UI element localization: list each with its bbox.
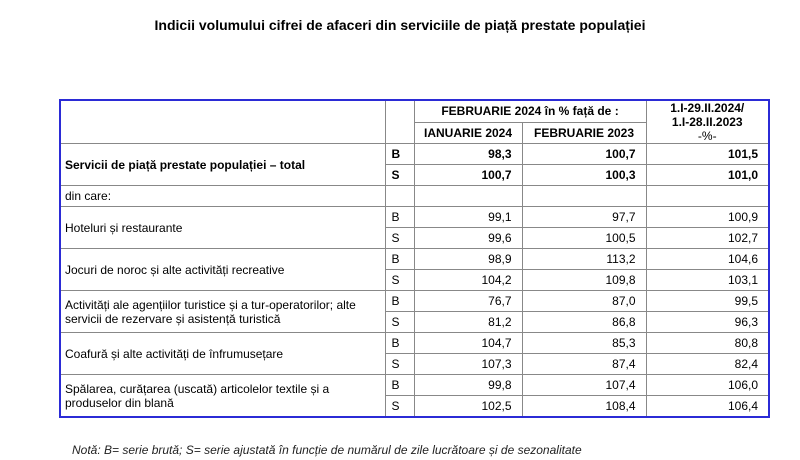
value-februarie: 100,7	[521, 143, 647, 165]
value-februarie: 109,8	[521, 269, 647, 291]
header-cumulative-line3: -%-	[697, 129, 717, 143]
table-row: S 107,3 87,4 82,4	[60, 353, 770, 375]
header-group-label: FEBRUARIE 2024 în % față de :	[413, 99, 647, 123]
series-code: B	[384, 143, 415, 165]
value-cumulative: 82,4	[645, 353, 770, 375]
series-code: S	[384, 311, 415, 333]
header-series-cell	[384, 99, 415, 144]
row-label: Servicii de piață prestate populației – …	[59, 143, 386, 186]
empty-cell	[384, 185, 415, 207]
series-code: B	[384, 206, 415, 228]
value-cumulative: 102,7	[645, 227, 770, 249]
series-code: S	[384, 164, 415, 186]
row-label: Hoteluri și restaurante	[59, 206, 386, 249]
value-cumulative: 80,8	[645, 332, 770, 354]
table-row: din care:	[59, 185, 770, 207]
value-ianuarie: 104,2	[413, 269, 523, 291]
value-cumulative: 104,6	[645, 248, 770, 270]
value-februarie: 87,4	[521, 353, 647, 375]
table-row: S 102,5 108,4 106,4	[60, 395, 770, 418]
value-cumulative: 106,4	[645, 395, 770, 418]
value-ianuarie: 81,2	[413, 311, 523, 333]
footnote: Notă: B= serie brută; S= serie ajustată …	[72, 443, 582, 457]
value-cumulative: 103,1	[645, 269, 770, 291]
value-ianuarie: 100,7	[413, 164, 523, 186]
header-col-februarie: FEBRUARIE 2023	[521, 121, 647, 144]
table-row: Jocuri de noroc și alte activități recre…	[59, 248, 770, 291]
value-ianuarie: 104,7	[413, 332, 523, 354]
value-februarie: 97,7	[521, 206, 647, 228]
table-row: Servicii de piață prestate populației – …	[59, 143, 770, 186]
table-row: Spălarea, curățarea (uscată) articolelor…	[59, 374, 770, 418]
page-title: Indicii volumului cifrei de afaceri din …	[154, 17, 646, 33]
value-cumulative: 101,0	[645, 164, 770, 186]
value-cumulative: 101,5	[645, 143, 770, 165]
value-ianuarie: 98,3	[413, 143, 523, 165]
series-code: S	[384, 269, 415, 291]
value-ianuarie: 99,6	[413, 227, 523, 249]
table-row: Coafură și alte activități de înfrumuseț…	[59, 332, 770, 375]
value-ianuarie: 107,3	[413, 353, 523, 375]
value-ianuarie: 99,1	[413, 206, 523, 228]
series-code: S	[384, 227, 415, 249]
value-cumulative: 99,5	[645, 290, 770, 312]
empty-cell	[645, 185, 770, 207]
series-code: B	[384, 332, 415, 354]
value-cumulative: 106,0	[645, 374, 770, 396]
table-row: Activități ale agențiilor turistice și a…	[59, 290, 770, 333]
header-empty-cell	[59, 99, 386, 144]
value-februarie: 107,4	[521, 374, 647, 396]
value-februarie: 100,5	[521, 227, 647, 249]
table-row: Hoteluri și restaurante B 99,1 97,7 100,9	[59, 206, 770, 249]
row-label: Coafură și alte activități de înfrumuseț…	[59, 332, 386, 375]
header-col-ianuarie: IANUARIE 2024	[413, 121, 523, 144]
value-februarie: 87,0	[521, 290, 647, 312]
series-code: S	[384, 353, 415, 375]
series-code: B	[384, 290, 415, 312]
header-cumulative: 1.I-29.II.2024/ 1.I-28.II.2023 -%-	[645, 99, 770, 144]
value-ianuarie: 98,9	[413, 248, 523, 270]
empty-cell	[521, 185, 647, 207]
value-ianuarie: 99,8	[413, 374, 523, 396]
empty-cell	[413, 185, 523, 207]
value-februarie: 100,3	[521, 164, 647, 186]
value-februarie: 85,3	[521, 332, 647, 354]
value-cumulative: 96,3	[645, 311, 770, 333]
value-februarie: 86,8	[521, 311, 647, 333]
series-code: B	[384, 248, 415, 270]
series-code: S	[384, 395, 415, 418]
series-code: B	[384, 374, 415, 396]
turnover-index-table: FEBRUARIE 2024 în % față de : 1.I-29.II.…	[59, 99, 770, 418]
row-label: Spălarea, curățarea (uscată) articolelor…	[59, 374, 386, 418]
value-februarie: 113,2	[521, 248, 647, 270]
value-ianuarie: 76,7	[413, 290, 523, 312]
header-cumulative-line1: 1.I-29.II.2024/	[670, 101, 745, 115]
value-cumulative: 100,9	[645, 206, 770, 228]
din-care-label: din care:	[59, 185, 386, 207]
value-ianuarie: 102,5	[413, 395, 523, 418]
value-februarie: 108,4	[521, 395, 647, 418]
header-cumulative-line2: 1.I-28.II.2023	[671, 115, 743, 129]
row-label: Activități ale agențiilor turistice și a…	[59, 290, 386, 333]
row-label: Jocuri de noroc și alte activități recre…	[59, 248, 386, 291]
